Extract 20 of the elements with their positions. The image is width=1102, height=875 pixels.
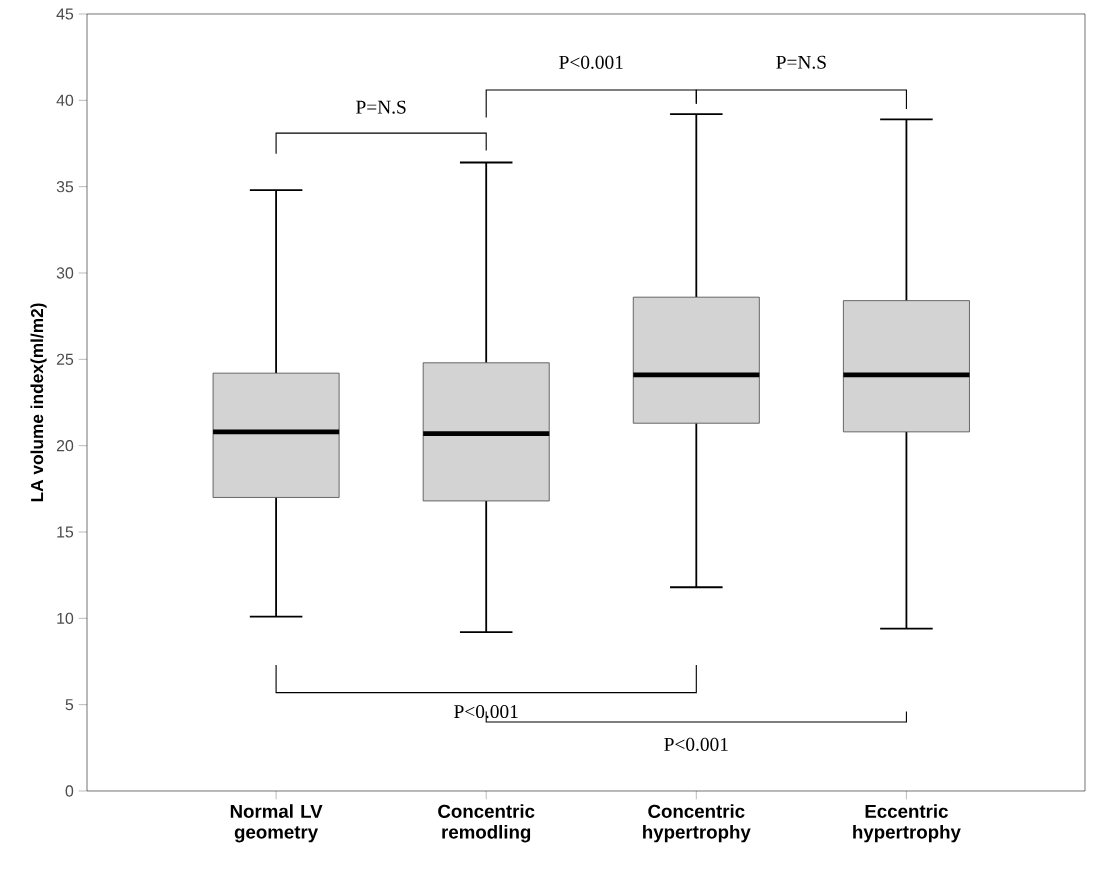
annotation: P=N.S bbox=[776, 55, 826, 69]
annotation: P<0.001 bbox=[559, 55, 623, 69]
annotation: P=N.S bbox=[356, 100, 406, 114]
x-tick-label: Concentric hypertrophy bbox=[643, 804, 751, 843]
x-tick-label: Eccentric hypertrophy bbox=[853, 804, 961, 843]
y-tick-label: 20 bbox=[56, 440, 74, 452]
x-tick-label: Concentric remodling bbox=[438, 804, 535, 843]
annotation: P<0.001 bbox=[664, 737, 728, 751]
y-tick-label: 5 bbox=[65, 699, 74, 711]
y-tick-label: 40 bbox=[56, 94, 74, 106]
y-tick-label: 30 bbox=[56, 267, 74, 279]
y-tick-label: 25 bbox=[56, 353, 74, 365]
annotation: P<0.001 bbox=[454, 704, 518, 719]
y-tick-label: 0 bbox=[65, 785, 74, 797]
y-tick-label: 15 bbox=[57, 526, 74, 538]
y-axis-title: LA volume index(ml/m2) bbox=[30, 303, 47, 502]
y-tick-label: 10 bbox=[57, 612, 74, 624]
y-tick-label: 45 bbox=[56, 8, 74, 20]
y-tick-label: 35 bbox=[56, 181, 74, 193]
x-tick-label: Normal LV geometry bbox=[230, 804, 323, 843]
